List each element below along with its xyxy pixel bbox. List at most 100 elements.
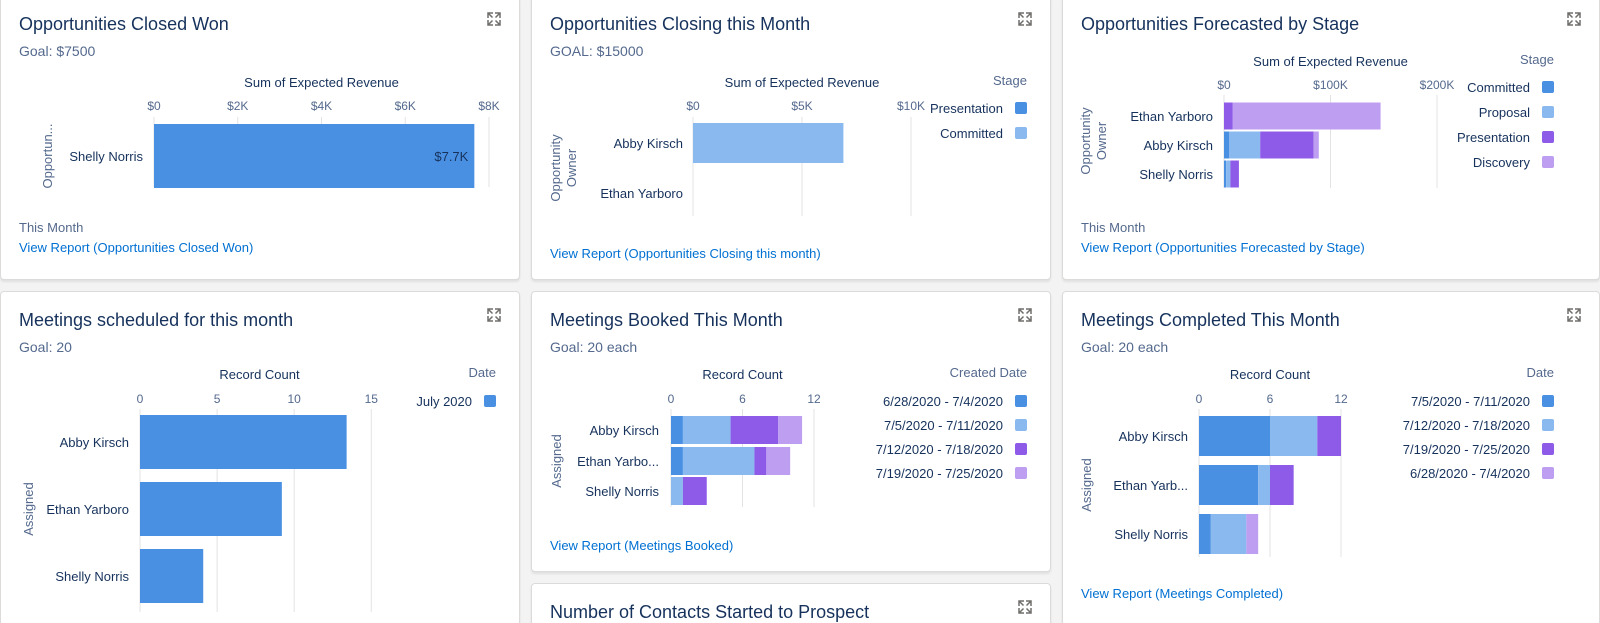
legend-label: 7/12/2020 - 7/18/2020 bbox=[876, 442, 1003, 457]
bar-segment bbox=[140, 549, 204, 603]
y-axis-title: Assigned bbox=[21, 482, 36, 535]
expand-icon[interactable] bbox=[1018, 600, 1032, 614]
card-title: Opportunities Forecasted by Stage bbox=[1081, 14, 1360, 34]
view-report-link[interactable]: View Report (Opportunities Closed Won) bbox=[19, 240, 254, 255]
bar-segment bbox=[140, 482, 282, 536]
bar-segment bbox=[730, 416, 779, 444]
y-title-line: Opportunity bbox=[548, 134, 563, 202]
dashboard-card-meetings-booked: Meetings Booked This Month Goal: 20 each… bbox=[531, 291, 1051, 572]
axis-title: Sum of Expected Revenue bbox=[1253, 54, 1408, 69]
tick-label: $2K bbox=[227, 99, 248, 113]
expand-icon[interactable] bbox=[1018, 12, 1032, 26]
dashboard-card-meetings-completed: Meetings Completed This Month Goal: 20 e… bbox=[1062, 291, 1600, 623]
bar-segment bbox=[682, 477, 707, 505]
tick-label: 0 bbox=[668, 392, 675, 406]
legend-label: 7/12/2020 - 7/18/2020 bbox=[1403, 418, 1530, 433]
legend-label: 6/28/2020 - 7/4/2020 bbox=[883, 394, 1003, 409]
bar-segment bbox=[1258, 465, 1270, 505]
card-title: Meetings Completed This Month bbox=[1081, 310, 1340, 330]
expand-icon[interactable] bbox=[1567, 308, 1581, 322]
bar-segment bbox=[682, 447, 755, 475]
footer-period: This Month bbox=[19, 220, 84, 235]
category-label: Abby Kirsch bbox=[590, 423, 659, 438]
axis-title: Record Count bbox=[702, 367, 783, 382]
legend-swatch bbox=[484, 395, 496, 407]
expand-icon[interactable] bbox=[487, 308, 501, 322]
legend-label: Presentation bbox=[930, 101, 1003, 116]
bar-segment bbox=[778, 416, 803, 444]
bar-segment bbox=[1246, 514, 1259, 554]
bar-segment bbox=[1199, 416, 1270, 456]
legend-swatch bbox=[1542, 467, 1554, 479]
legend-swatch bbox=[1015, 102, 1027, 114]
legend-swatch bbox=[1542, 106, 1554, 118]
bar-segment bbox=[1210, 514, 1247, 554]
legend-swatch bbox=[1015, 467, 1027, 479]
bar-segment bbox=[1260, 131, 1314, 159]
tick-label: $0 bbox=[686, 99, 700, 113]
legend-swatch bbox=[1015, 443, 1027, 455]
legend-title: Date bbox=[469, 365, 496, 380]
legend-swatch bbox=[1542, 443, 1554, 455]
chart: Sum of Expected Revenue $0 $2K $4K $6K $8K Opp… bbox=[40, 75, 500, 189]
legend-swatch bbox=[1015, 419, 1027, 431]
tick-label: 15 bbox=[365, 392, 379, 406]
tick-label: $0 bbox=[1217, 78, 1231, 92]
card-title: Meetings scheduled for this month bbox=[19, 310, 294, 330]
axis-title: Record Count bbox=[219, 367, 300, 382]
view-report-link[interactable]: View Report (Meetings Booked) bbox=[550, 538, 734, 553]
tick-label: 6 bbox=[739, 392, 746, 406]
card-goal: GOAL: $15000 bbox=[550, 43, 644, 59]
axis-title: Record Count bbox=[1230, 367, 1311, 382]
legend-label: 6/28/2020 - 7/4/2020 bbox=[1410, 466, 1530, 481]
bar-segment bbox=[140, 415, 347, 469]
chart: Sum of Expected Revenue $0 $100K $200K Oppor… bbox=[1078, 52, 1554, 188]
legend-swatch bbox=[1542, 395, 1554, 407]
legend-label: Committed bbox=[1467, 80, 1530, 95]
tick-label: 0 bbox=[1196, 392, 1203, 406]
bar-segment bbox=[671, 447, 683, 475]
expand-icon[interactable] bbox=[1018, 308, 1032, 322]
view-report-link[interactable]: View Report (Meetings Completed) bbox=[1081, 586, 1284, 601]
tick-label: $5K bbox=[791, 99, 812, 113]
chart: Record Count 0 6 12 Assigned Abby Kirsch Ethan… bbox=[1079, 365, 1554, 557]
tick-label: $4K bbox=[311, 99, 332, 113]
chart: Sum of Expected Revenue $0 $5K $10K Opportun… bbox=[548, 73, 1027, 216]
dashboard-card-meetings-scheduled: Meetings scheduled for this month Goal: … bbox=[0, 291, 520, 623]
bar-segment bbox=[1313, 131, 1319, 159]
card-title: Opportunities Closed Won bbox=[19, 14, 229, 34]
legend-title: Stage bbox=[1520, 52, 1554, 67]
legend-swatch bbox=[1542, 419, 1554, 431]
bar-segment bbox=[1224, 102, 1233, 130]
footer-period: This Month bbox=[1081, 220, 1146, 235]
view-report-link[interactable]: View Report (Opportunities Closing this … bbox=[550, 246, 821, 261]
category-label: Ethan Yarb... bbox=[1113, 478, 1188, 493]
category-label: Ethan Yarboro bbox=[1130, 109, 1213, 124]
category-label: Shelly Norris bbox=[1139, 167, 1213, 182]
expand-icon[interactable] bbox=[487, 12, 501, 26]
expand-icon[interactable] bbox=[1567, 12, 1581, 26]
bar-segment bbox=[154, 124, 475, 188]
view-report-link[interactable]: View Report (Opportunities Forecasted by… bbox=[1081, 240, 1365, 255]
category-label: Abby Kirsch bbox=[1119, 429, 1188, 444]
tick-label: $6K bbox=[395, 99, 416, 113]
bar-segment bbox=[1224, 131, 1230, 159]
bar-segment bbox=[693, 123, 844, 163]
chart: Record Count 0 6 12 Assigned Abby Kirsch Ethan… bbox=[549, 365, 1027, 507]
y-title-line: Opportunity bbox=[1078, 107, 1093, 175]
dashboard-card-opportunities-forecasted: Opportunities Forecasted by Stage Sum of… bbox=[1062, 0, 1600, 280]
tick-label: $100K bbox=[1313, 78, 1348, 92]
legend-label: Presentation bbox=[1457, 130, 1530, 145]
category-label: Ethan Yarbo... bbox=[577, 454, 659, 469]
legend-label: 7/5/2020 - 7/11/2020 bbox=[1411, 394, 1530, 409]
bar-segment bbox=[1226, 160, 1231, 188]
data-label: $7.7K bbox=[434, 149, 468, 164]
card-title: Opportunities Closing this Month bbox=[550, 14, 811, 34]
category-label: Abby Kirsch bbox=[60, 435, 129, 450]
legend-swatch bbox=[1542, 81, 1554, 93]
card-title: Number of Contacts Started to Prospect bbox=[550, 602, 870, 622]
card-goal: Goal: 20 each bbox=[1081, 339, 1169, 355]
legend-label: July 2020 bbox=[416, 394, 472, 409]
bar-segment bbox=[671, 416, 683, 444]
category-label: Ethan Yarboro bbox=[46, 502, 129, 517]
